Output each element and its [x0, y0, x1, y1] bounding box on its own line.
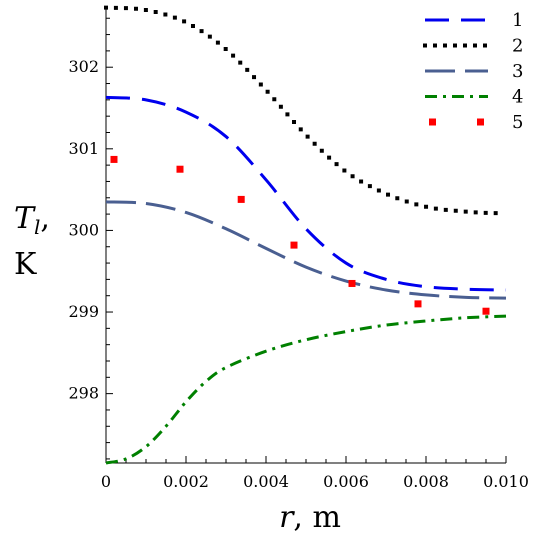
- legend-label-5: 5: [512, 112, 523, 133]
- x-tick-label: 0.008: [403, 472, 449, 491]
- legend-label-4: 4: [512, 87, 523, 108]
- series-2-line: [103, 5, 501, 216]
- y-axis-label-subscript: l: [34, 215, 40, 239]
- x-axis-label: r, m: [279, 500, 341, 535]
- y-tick-label: 299: [68, 302, 99, 321]
- legend-label-3: 3: [512, 61, 523, 82]
- legend-marker-5: [429, 118, 436, 126]
- y-axis-label-unit: K: [14, 247, 37, 282]
- y-tick-label: 298: [68, 384, 99, 403]
- y-tick-label: 301: [68, 139, 99, 158]
- legend-marker-5: [477, 118, 484, 126]
- series-4-line: [105, 314, 507, 465]
- series-5-point: [110, 155, 118, 163]
- series-5-point: [237, 195, 245, 203]
- series-5-point: [414, 300, 422, 308]
- x-tick-label: 0.002: [163, 472, 209, 491]
- y-tick-label: 300: [68, 220, 99, 239]
- x-tick-label: 0.004: [243, 472, 289, 491]
- legend-label-1: 1: [512, 10, 523, 31]
- x-tick-label: 0.010: [483, 472, 529, 491]
- y-axis-label: Tl,: [14, 201, 50, 239]
- y-ticks: 298 299 300 301 302: [68, 17, 113, 460]
- series-5-point: [482, 307, 490, 315]
- y-tick-label: 302: [68, 57, 99, 76]
- x-tick-label: 0: [101, 472, 111, 491]
- legend-label-2: 2: [512, 36, 523, 57]
- x-axis-label-unit: , m: [293, 500, 341, 535]
- y-axis: 298 299 300 301 302: [68, 6, 113, 463]
- x-axis: 0 0.002 0.004 0.006 0.008 0.010: [101, 456, 529, 491]
- x-ticks: 0 0.002 0.004 0.006 0.008 0.010: [101, 456, 529, 491]
- series-layer: [103, 5, 507, 465]
- x-axis-label-variable: r: [279, 500, 295, 535]
- y-axis-label-variable: T: [14, 201, 36, 236]
- series-3-line: [105, 200, 507, 300]
- series-5-point: [290, 241, 298, 249]
- x-tick-label: 0.006: [323, 472, 369, 491]
- series-1-line: [105, 95, 507, 292]
- series-5-point: [348, 279, 356, 287]
- legend: 1 2 3 4 5: [423, 10, 523, 133]
- series-5-point: [176, 165, 184, 173]
- y-axis-label-comma: ,: [40, 201, 50, 236]
